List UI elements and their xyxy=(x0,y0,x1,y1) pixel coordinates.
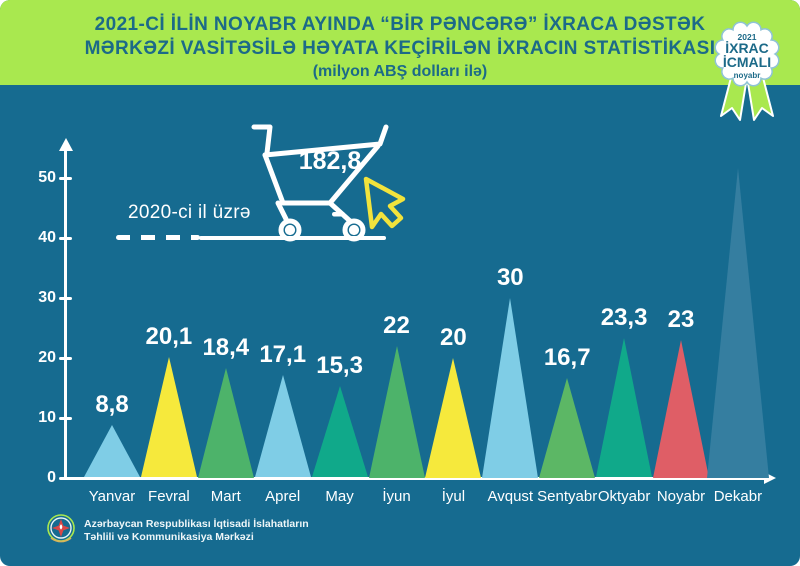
badge-month: noyabr xyxy=(734,71,761,80)
y-tick-mark-0 xyxy=(59,476,72,480)
y-tick-label-30: 30 xyxy=(38,289,56,306)
y-tick-mark-30 xyxy=(59,296,72,300)
value-label-Mart: 18,4 xyxy=(202,333,250,361)
y-tick-mark-50 xyxy=(59,176,72,180)
month-label-Yanvar: Yanvar xyxy=(88,488,136,505)
mouse-cursor-icon xyxy=(363,176,406,230)
reference-line-label: 2020-ci il üzrə xyxy=(128,202,251,223)
header-band: 2021-Cİ İLİN NOYABR AYINDA “BİR PƏNCƏRƏ”… xyxy=(0,0,800,85)
y-tick-label-40: 40 xyxy=(38,229,56,246)
bar-triangle-Fevral xyxy=(140,357,197,478)
month-label-Mart: Mart xyxy=(210,488,241,505)
x-axis-line xyxy=(64,477,766,480)
month-label-Oktyabr: Oktyabr xyxy=(597,488,651,505)
bar-triangle-İyul xyxy=(425,358,482,478)
value-label-Oktyabr: 23,3 xyxy=(600,304,648,332)
badge-seal: 2021 İXRAC İCMALI noyabr xyxy=(714,21,780,87)
y-axis-line xyxy=(64,150,67,478)
bar-triangle-Sentyabr xyxy=(539,377,596,478)
motion-dash xyxy=(332,212,345,217)
bar-triangle-May xyxy=(311,386,368,478)
month-label-Noyabr: Noyabr xyxy=(656,488,706,505)
value-label-Sentyabr: 16,7 xyxy=(543,343,591,371)
y-tick-label-0: 0 xyxy=(47,469,56,486)
bar-triangle-Avqust xyxy=(482,298,539,478)
value-label-İyul: 20 xyxy=(440,324,467,351)
bar-triangle-Aprel xyxy=(254,375,311,478)
month-label-Fevral: Fevral xyxy=(148,488,190,505)
month-label-Avqust: Avqust xyxy=(487,488,534,505)
y-tick-mark-20 xyxy=(59,356,72,360)
y-tick-mark-10 xyxy=(59,416,72,420)
value-label-Noyabr: 23 xyxy=(667,306,695,333)
bar-triangle-Noyabr xyxy=(653,340,709,478)
value-label-Fevral: 20,1 xyxy=(145,323,193,351)
value-label-Avqust: 30 xyxy=(496,264,524,291)
cart-icon xyxy=(251,124,389,242)
organization-name: Azərbaycan Respublikası İqtisadi İslahat… xyxy=(84,518,309,544)
title-subtitle: (milyon ABŞ dolları ilə) xyxy=(312,63,488,80)
organization-line-2: Təhlili və Kommunikasiya Mərkəzi xyxy=(84,531,254,543)
state-emblem-icon xyxy=(47,514,75,543)
y-tick-label-10: 10 xyxy=(38,409,56,426)
bar-triangle-Dekabr xyxy=(706,167,769,478)
title-line-1: 2021-Cİ İLİN NOYABR AYINDA “BİR PƏNCƏRƏ”… xyxy=(94,14,706,35)
shopping-cart-annotation: 182,8 xyxy=(251,124,406,242)
y-tick-label-50: 50 xyxy=(38,169,56,186)
bar-triangle-İyun xyxy=(368,346,425,478)
month-label-Sentyabr: Sentyabr xyxy=(537,488,598,505)
value-label-İyun: 22 xyxy=(383,312,410,339)
organization-line-1: Azərbaycan Respublikası İqtisadi İslahat… xyxy=(84,518,309,530)
title-line-2: MƏRKƏZİ VASİTƏSİLƏ HƏYATA KEÇİRİLƏN İXRA… xyxy=(84,38,716,59)
bar-triangle-Oktyabr xyxy=(596,338,653,478)
reference-line-dashed xyxy=(116,235,200,240)
month-label-İyul: İyul xyxy=(441,488,466,505)
value-label-Aprel: 17,1 xyxy=(259,341,307,369)
month-label-Aprel: Aprel xyxy=(265,488,301,505)
y-axis-arrow-icon xyxy=(59,138,73,151)
value-label-May: 15,3 xyxy=(316,352,363,380)
page-title: 2021-Cİ İLİN NOYABR AYINDA “BİR PƏNCƏRƏ”… xyxy=(0,13,800,83)
y-tick-mark-40 xyxy=(59,236,72,240)
bar-triangle-Yanvar xyxy=(84,425,140,478)
cart-value-label: 182,8 xyxy=(299,147,362,175)
month-label-İyun: İyun xyxy=(382,488,411,505)
badge-title-line1: İXRAC xyxy=(725,40,769,56)
export-review-badge: 2021 İXRAC İCMALI noyabr xyxy=(714,21,780,121)
month-label-Dekabr: Dekabr xyxy=(713,488,763,505)
value-label-Yanvar: 8,8 xyxy=(95,391,129,419)
bar-triangle-Mart xyxy=(197,367,254,478)
badge-year: 2021 xyxy=(738,32,757,42)
badge-title-line2: İCMALI xyxy=(723,54,771,70)
y-tick-label-20: 20 xyxy=(38,349,56,366)
month-label-May: May xyxy=(325,488,354,505)
